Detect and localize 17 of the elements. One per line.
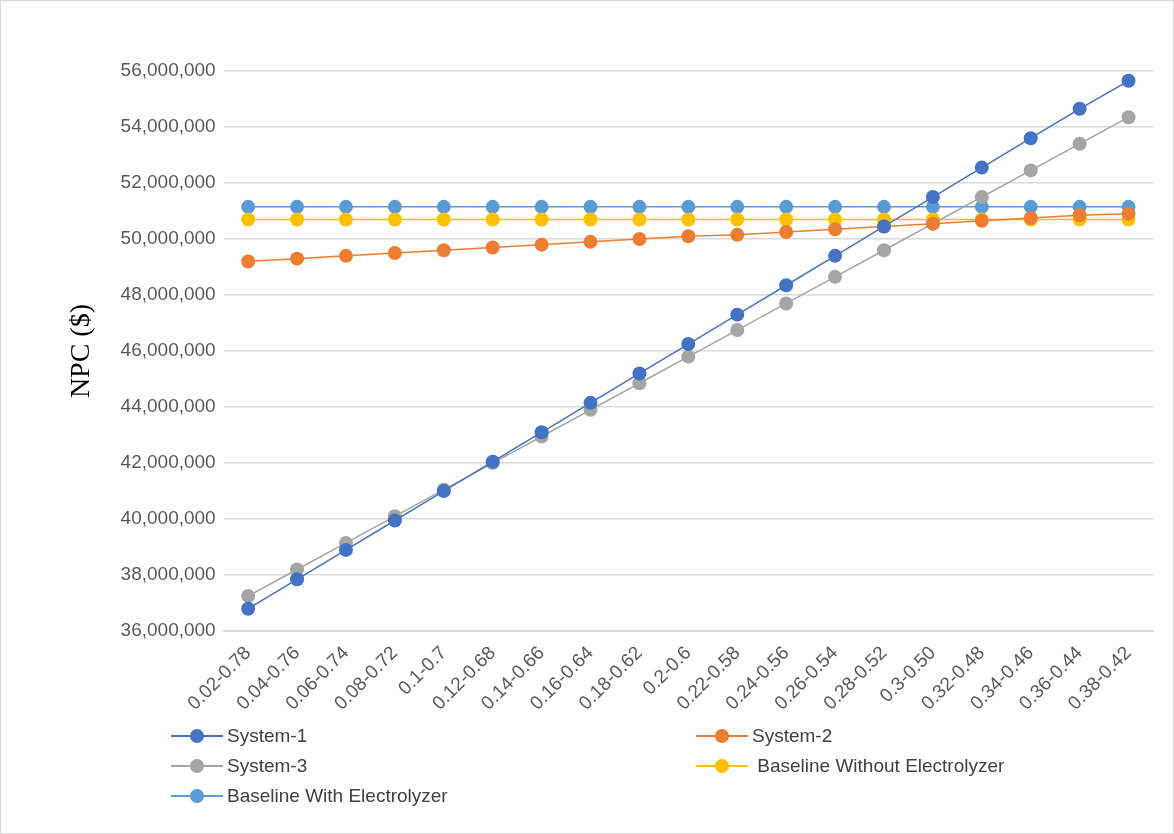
legend-label: Baseline Without Electrolyzer <box>756 755 1005 777</box>
legend-label: System-2 <box>752 725 833 747</box>
y-tick-label: 50,000,000 <box>120 227 216 249</box>
y-tick-label: 40,000,000 <box>120 507 216 529</box>
y-tick-label: 52,000,000 <box>120 171 216 193</box>
legend-label: System-3 <box>227 755 308 777</box>
y-tick-label: 48,000,000 <box>120 283 216 305</box>
y-tick-label: 36,000,000 <box>120 619 216 641</box>
y-tick-label: 46,000,000 <box>120 339 216 361</box>
y-tick-label: 42,000,000 <box>120 451 216 473</box>
legend-label: System-1 <box>227 725 308 747</box>
legend-label: Baseline With Electrolyzer <box>227 785 448 807</box>
y-tick-label: 38,000,000 <box>120 563 216 585</box>
y-axis-title: NPC ($) <box>64 303 96 399</box>
y-tick-label: 56,000,000 <box>120 59 216 81</box>
y-tick-label: 54,000,000 <box>120 115 216 137</box>
y-tick-label: 44,000,000 <box>120 395 216 417</box>
